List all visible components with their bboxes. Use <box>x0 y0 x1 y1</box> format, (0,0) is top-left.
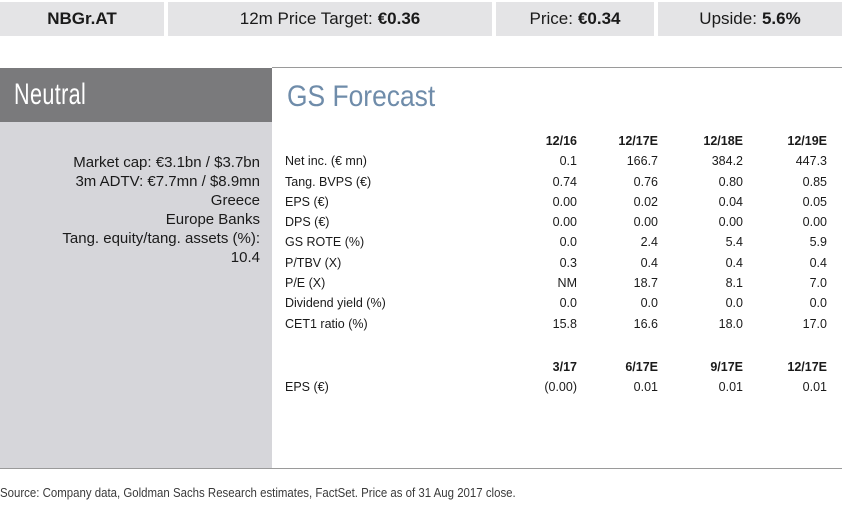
cell-value: 0.04 <box>718 194 743 209</box>
top-divider <box>272 67 842 68</box>
row-label: P/TBV (X) <box>285 255 342 270</box>
table-row: DPS (€) 0.00 0.00 0.00 0.00 <box>285 212 830 232</box>
cell-value: 0.0 <box>640 296 658 311</box>
sector: Europe Banks <box>165 211 260 228</box>
cell-value: 0.85 <box>802 174 827 189</box>
source-note: Source: Company data, Goldman Sachs Rese… <box>0 485 516 500</box>
cell-value: 0.1 <box>559 154 577 169</box>
ticker-label: NBGr.AT <box>47 9 117 28</box>
row-label: Net inc. (€ mn) <box>285 154 367 169</box>
tang-equity-value: 10.4 <box>230 249 260 266</box>
row-label: EPS (€) <box>285 380 329 395</box>
table-row: EPS (€) (0.00) 0.01 0.01 0.01 <box>285 377 830 397</box>
cell-value: 0.0 <box>809 296 827 311</box>
cell-value: 0.01 <box>802 380 827 395</box>
rating-label: Neutral <box>14 78 87 111</box>
cell-value: 7.0 <box>809 276 827 291</box>
row-label: CET1 ratio (%) <box>285 316 368 331</box>
cell-value: 447.3 <box>795 154 827 169</box>
column-header: 3/17 <box>552 360 577 374</box>
company-info-panel: Market cap: €3.1bn / $3.7bn 3m ADTV: €7.… <box>0 122 272 468</box>
company-info: Market cap: €3.1bn / $3.7bn 3m ADTV: €7.… <box>62 153 260 267</box>
price-target-cell: 12m Price Target: €0.36 <box>168 2 492 36</box>
cell-value: 0.05 <box>802 194 827 209</box>
cell-value: 5.4 <box>725 235 743 250</box>
cell-value: 0.00 <box>633 215 658 230</box>
price-label: Price: <box>529 9 573 28</box>
table-row: Net inc. (€ mn) 0.1 166.7 384.2 447.3 <box>285 151 830 171</box>
table-row: Tang. BVPS (€) 0.74 0.76 0.80 0.85 <box>285 172 830 192</box>
cell-value: 0.00 <box>552 194 577 209</box>
row-label: DPS (€) <box>285 215 330 230</box>
table-row: CET1 ratio (%) 15.8 16.6 18.0 17.0 <box>285 314 830 334</box>
row-label: Dividend yield (%) <box>285 296 386 311</box>
cell-value: 0.02 <box>633 194 658 209</box>
cell-value: 0.4 <box>725 255 743 270</box>
cell-value: 18.7 <box>633 276 658 291</box>
column-header: 12/19E <box>787 134 827 148</box>
cell-value: 0.4 <box>640 255 658 270</box>
forecast-title: GS Forecast <box>287 80 436 113</box>
column-header: 12/16 <box>545 134 577 148</box>
cell-value: 0.4 <box>809 255 827 270</box>
bottom-divider <box>0 468 842 469</box>
cell-value: 0.01 <box>633 380 658 395</box>
cell-value: 0.0 <box>725 296 743 311</box>
cell-value: 18.0 <box>718 316 743 331</box>
cell-value: 8.1 <box>725 276 743 291</box>
rating-box: Neutral <box>0 68 272 122</box>
column-header: 6/17E <box>625 360 658 374</box>
cell-value: 0.0 <box>559 296 577 311</box>
tang-equity-label: Tang. equity/tang. assets (%): <box>62 230 260 247</box>
table-row: P/TBV (X) 0.3 0.4 0.4 0.4 <box>285 253 830 273</box>
price-value: €0.34 <box>577 9 621 28</box>
cell-value: 16.6 <box>633 316 658 331</box>
cell-value: 17.0 <box>802 316 827 331</box>
cell-value: 0.74 <box>552 174 577 189</box>
upside-value: 5.6% <box>761 9 801 28</box>
quarterly-header-row: 3/17 6/17E 9/17E 12/17E <box>285 357 830 377</box>
quarterly-forecast-table: 3/17 6/17E 9/17E 12/17E EPS (€) (0.00) 0… <box>285 357 830 398</box>
row-label: Tang. BVPS (€) <box>285 174 372 189</box>
cell-value: NM <box>557 276 577 291</box>
table-row: EPS (€) 0.00 0.02 0.04 0.05 <box>285 192 830 212</box>
cell-value: 166.7 <box>626 154 658 169</box>
market-cap: Market cap: €3.1bn / $3.7bn <box>73 154 260 171</box>
cell-value: 5.9 <box>809 235 827 250</box>
table-row: GS ROTE (%) 0.0 2.4 5.4 5.9 <box>285 232 830 252</box>
upside-cell: Upside: 5.6% <box>658 2 842 36</box>
column-header: 12/17E <box>787 360 827 374</box>
table-row: Dividend yield (%) 0.0 0.0 0.0 0.0 <box>285 293 830 313</box>
country: Greece <box>210 192 260 209</box>
row-label: P/E (X) <box>285 276 326 291</box>
ticker: NBGr.AT <box>0 2 164 36</box>
cell-value: 2.4 <box>640 235 658 250</box>
cell-value: 15.8 <box>552 316 577 331</box>
column-header: 12/18E <box>703 134 743 148</box>
price-cell: Price: €0.34 <box>496 2 654 36</box>
cell-value: 0.01 <box>718 380 743 395</box>
row-label: GS ROTE (%) <box>285 235 365 250</box>
price-target-label: 12m Price Target: <box>239 9 373 28</box>
column-header: 9/17E <box>710 360 743 374</box>
cell-value: 0.76 <box>633 174 658 189</box>
cell-value: (0.00) <box>544 380 577 395</box>
adtv: 3m ADTV: €7.7mn / $8.9mn <box>75 173 260 190</box>
column-header: 12/17E <box>618 134 658 148</box>
cell-value: 0.00 <box>802 215 827 230</box>
annual-header-row: 12/16 12/17E 12/18E 12/19E <box>285 131 830 151</box>
row-label: EPS (€) <box>285 194 329 209</box>
cell-value: 0.00 <box>718 215 743 230</box>
price-banner: NBGr.AT 12m Price Target: €0.36 Price: €… <box>0 0 842 38</box>
cell-value: 384.2 <box>711 154 743 169</box>
upside-label: Upside: <box>699 9 757 28</box>
cell-value: 0.80 <box>718 174 743 189</box>
cell-value: 0.00 <box>552 215 577 230</box>
cell-value: 0.0 <box>559 235 577 250</box>
table-row: P/E (X) NM 18.7 8.1 7.0 <box>285 273 830 293</box>
cell-value: 0.3 <box>559 255 577 270</box>
annual-forecast-table: 12/16 12/17E 12/18E 12/19E Net inc. (€ m… <box>285 131 830 334</box>
price-target-value: €0.36 <box>377 9 421 28</box>
